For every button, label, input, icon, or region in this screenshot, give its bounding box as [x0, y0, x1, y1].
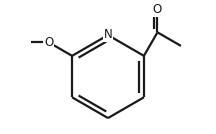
Text: N: N — [104, 28, 112, 41]
Text: O: O — [153, 3, 162, 16]
Text: O: O — [44, 36, 53, 49]
